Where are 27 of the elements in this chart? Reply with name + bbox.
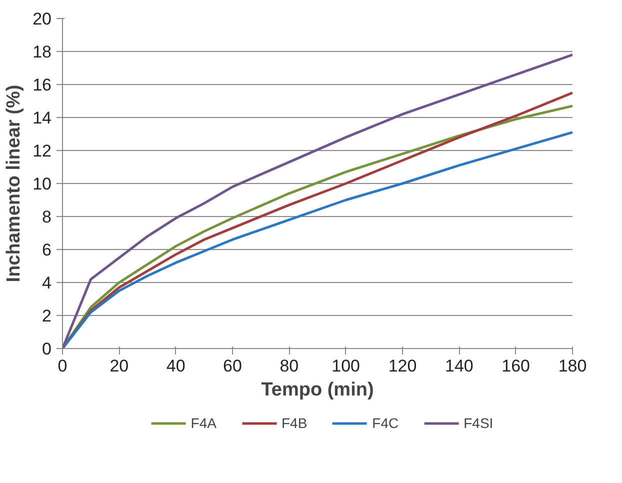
y-axis-title: Inchamento linear (%): [4, 84, 25, 282]
x-tick-label: 120: [388, 356, 417, 376]
x-tick-label: 20: [110, 356, 129, 376]
x-tick-label: 100: [332, 356, 360, 376]
x-tick-label: 160: [502, 356, 530, 376]
y-tick-label: 16: [32, 76, 52, 94]
x-tick-label: 0: [58, 356, 68, 376]
y-tick-label: 8: [42, 208, 52, 226]
x-tick-label: 60: [223, 356, 242, 376]
y-tick-label: 6: [42, 240, 52, 260]
legend-label: F4C: [372, 415, 399, 431]
legend-label: F4B: [281, 415, 308, 431]
x-tick-label: 180: [558, 356, 587, 376]
x-axis-title: Tempo (min): [261, 380, 374, 400]
y-tick-label: 4: [42, 274, 52, 292]
y-tick-label: 12: [32, 142, 52, 160]
y-tick-label: 0: [42, 340, 52, 358]
x-tick-label: 140: [444, 356, 474, 376]
x-tick-label: 40: [166, 356, 186, 376]
y-tick-label: 2: [42, 306, 52, 326]
y-tick-label: 14: [32, 108, 52, 128]
y-tick-label: 18: [32, 42, 52, 62]
legend-label: F4SI: [464, 415, 494, 431]
y-tick-label: 20: [32, 10, 52, 28]
y-tick-label: 10: [32, 174, 52, 194]
legend-label: F4A: [190, 415, 216, 431]
x-tick-label: 80: [280, 356, 299, 376]
